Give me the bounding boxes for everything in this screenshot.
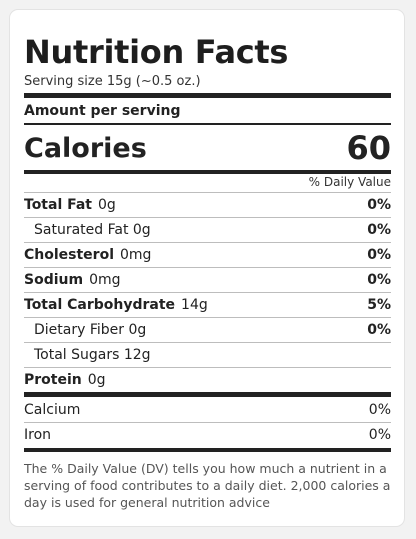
vitamin-dv: 0% — [368, 427, 391, 443]
nutrient-row-saturated-fat: Saturated Fat 0g 0% — [24, 218, 391, 242]
amount-per-serving: Amount per serving — [24, 103, 181, 119]
nutrient-name: Cholesterol 0mg — [24, 247, 152, 263]
daily-value-header: % Daily Value — [308, 175, 391, 189]
nutrient-name: Total Sugars 12g — [34, 347, 151, 363]
serving-size: Serving size 15g (~0.5 oz.) — [24, 74, 201, 89]
calories-label: Calories — [24, 133, 147, 164]
nutrient-row-dietary-fiber: Dietary Fiber 0g 0% — [24, 318, 391, 342]
divider — [24, 123, 391, 125]
nutrient-row-protein: Protein 0g — [24, 368, 391, 392]
thick-divider — [24, 93, 391, 98]
thick-divider — [24, 392, 391, 397]
nutrient-row-cholesterol: Cholesterol 0mg 0% — [24, 243, 391, 267]
vitamin-dv: 0% — [368, 402, 391, 418]
vitamin-name: Iron — [24, 427, 52, 443]
thick-divider — [24, 448, 391, 452]
row-divider — [24, 422, 391, 423]
nutrient-dv: 0% — [367, 247, 391, 263]
nutrient-name: Dietary Fiber 0g — [34, 322, 147, 338]
nutrient-name: Saturated Fat 0g — [34, 222, 151, 238]
nutrient-dv: 0% — [367, 272, 391, 288]
nutrient-row-total-carbohydrate: Total Carbohydrate 14g 5% — [24, 293, 391, 317]
vitamin-row-iron: Iron 0% — [24, 423, 391, 447]
vitamin-name: Calcium — [24, 402, 81, 418]
thick-divider — [24, 170, 391, 174]
nutrient-dv: 5% — [367, 297, 391, 313]
daily-value-footnote: The % Daily Value (DV) tells you how muc… — [24, 461, 391, 510]
row-divider — [24, 192, 391, 193]
nutrient-name: Sodium 0mg — [24, 272, 121, 288]
label-title: Nutrition Facts — [24, 33, 289, 71]
row-divider — [24, 317, 391, 318]
vitamin-row-calcium: Calcium 0% — [24, 398, 391, 422]
nutrient-row-sodium: Sodium 0mg 0% — [24, 268, 391, 292]
nutrient-row-total-sugars: Total Sugars 12g — [24, 343, 391, 367]
row-divider — [24, 267, 391, 268]
row-divider — [24, 217, 391, 218]
nutrient-dv: 0% — [367, 322, 391, 338]
row-divider — [24, 292, 391, 293]
row-divider — [24, 367, 391, 368]
row-divider — [24, 242, 391, 243]
nutrient-dv: 0% — [367, 197, 391, 213]
calories-value: 60 — [346, 129, 391, 167]
nutrient-name: Protein 0g — [24, 372, 106, 388]
nutrient-dv: 0% — [367, 222, 391, 238]
row-divider — [24, 342, 391, 343]
nutrition-facts-card: Nutrition Facts Serving size 15g (~0.5 o… — [9, 9, 405, 527]
nutrient-row-total-fat: Total Fat 0g 0% — [24, 193, 391, 217]
nutrient-name: Total Carbohydrate 14g — [24, 297, 208, 313]
nutrient-name: Total Fat 0g — [24, 197, 116, 213]
